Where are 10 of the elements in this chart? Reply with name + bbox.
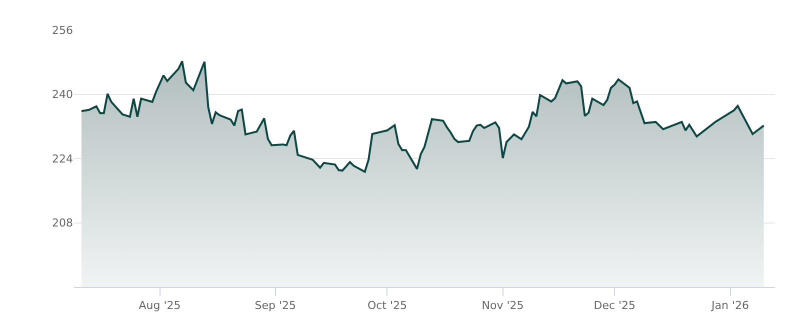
y-tick-label: 224 [52,152,73,166]
x-tick-label: Dec '25 [594,299,636,312]
x-tick-label: Aug '25 [138,299,181,312]
x-tick-label: Oct '25 [367,299,407,312]
x-tick-label: Nov '25 [482,299,524,312]
y-tick-label: 240 [52,88,73,102]
x-tick-label: Jan '26 [710,299,749,312]
x-tick-label: Sep '25 [254,299,296,312]
y-tick-label: 256 [52,24,73,37]
y-tick-label: 208 [52,216,73,230]
